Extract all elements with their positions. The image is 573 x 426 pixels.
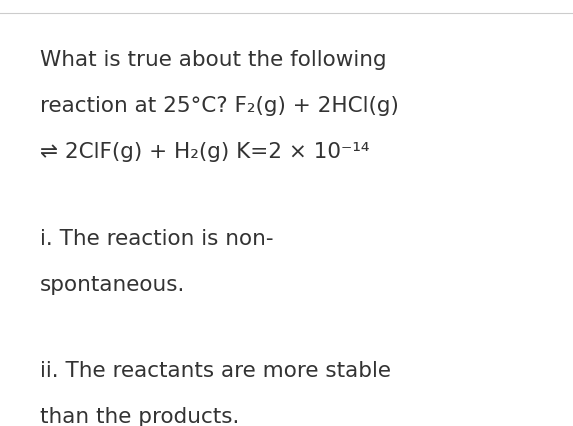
Text: reaction at 25°C? F₂(g) + 2HCl(g): reaction at 25°C? F₂(g) + 2HCl(g) xyxy=(40,96,399,116)
Text: spontaneous.: spontaneous. xyxy=(40,275,186,295)
Text: What is true about the following: What is true about the following xyxy=(40,50,387,70)
Text: i. The reaction is non-: i. The reaction is non- xyxy=(40,229,274,249)
Text: than the products.: than the products. xyxy=(40,407,240,426)
Text: ⇌ 2ClF(g) + H₂(g) K=2 × 10⁻¹⁴: ⇌ 2ClF(g) + H₂(g) K=2 × 10⁻¹⁴ xyxy=(40,142,370,162)
Text: ii. The reactants are more stable: ii. The reactants are more stable xyxy=(40,361,391,381)
